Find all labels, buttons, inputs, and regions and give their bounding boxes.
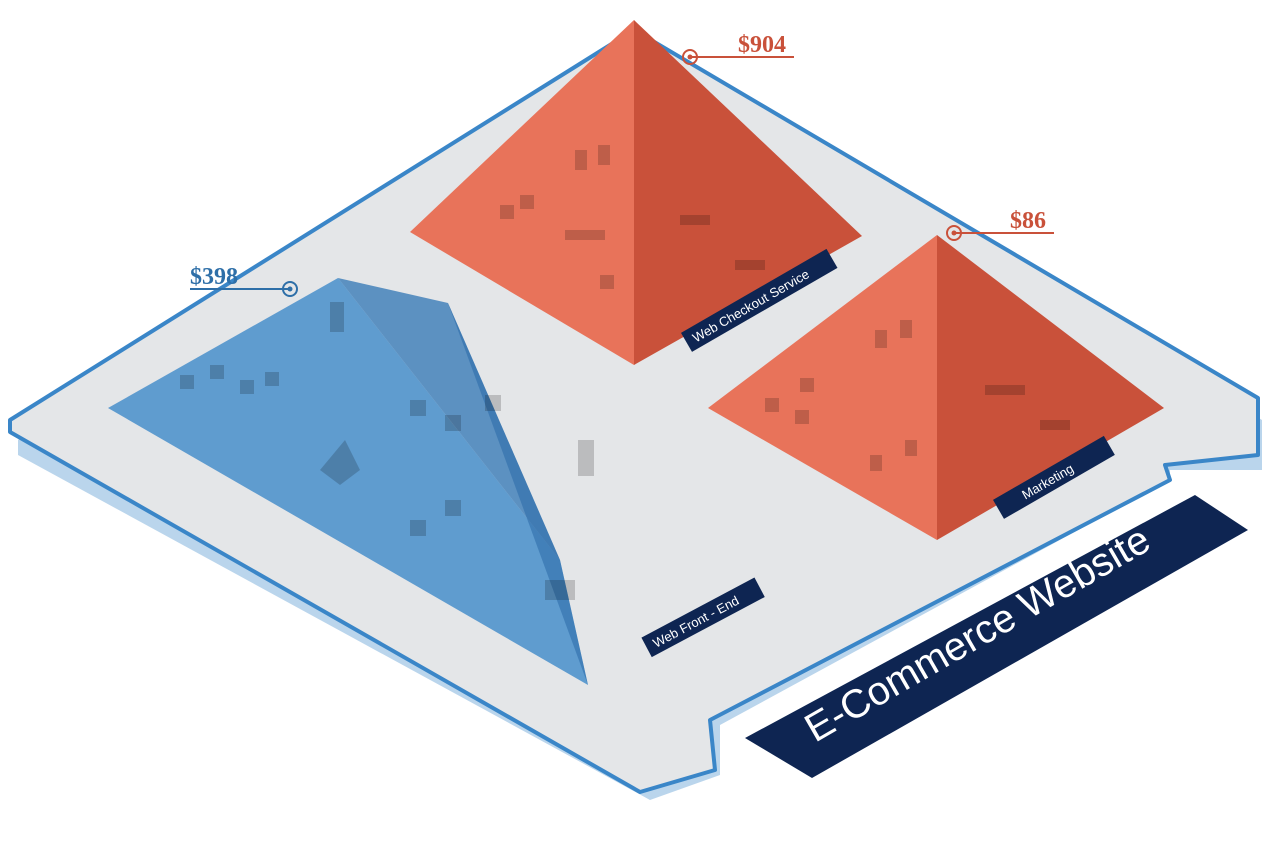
title-bar <box>745 495 1248 778</box>
front-end-base <box>108 278 588 685</box>
checkout-right-face <box>634 20 862 365</box>
marketing-cost: $86 <box>1010 208 1046 234</box>
group-checkout[interactable]: Web Checkout Service <box>410 20 862 365</box>
marketing-tag-bg <box>992 435 1115 519</box>
marketing-cost-marker <box>946 225 962 241</box>
checkout-components <box>500 145 765 289</box>
marketing-cost-marker-dot <box>951 230 957 236</box>
front-end-components <box>180 302 594 600</box>
front-end-right-face <box>448 303 588 685</box>
cost-callout-checkout: $904 <box>682 32 794 65</box>
checkout-cost-marker-dot <box>687 54 693 60</box>
front-end-cost-marker <box>282 281 298 297</box>
front-end-tag-bg <box>641 577 765 658</box>
group-marketing[interactable]: Marketing <box>708 235 1164 540</box>
platform <box>8 28 1262 800</box>
front-end-apex-shade <box>338 278 560 560</box>
marketing-left-face <box>708 235 937 540</box>
cost-callout-front-end: $398 <box>190 264 298 297</box>
marketing-right-face <box>937 235 1164 540</box>
checkout-cost: $904 <box>738 32 786 58</box>
front-end-cost: $398 <box>190 264 238 290</box>
front-end-cost-marker-dot <box>287 286 293 292</box>
cost-callout-marketing: $86 <box>946 208 1054 241</box>
marketing-components <box>765 320 1070 471</box>
checkout-cost-marker <box>682 49 698 65</box>
checkout-left-face <box>410 20 634 365</box>
platform-surface <box>8 28 1260 794</box>
group-front-end[interactable]: Web Front - End <box>108 278 765 685</box>
checkout-tag-bg <box>681 248 838 352</box>
